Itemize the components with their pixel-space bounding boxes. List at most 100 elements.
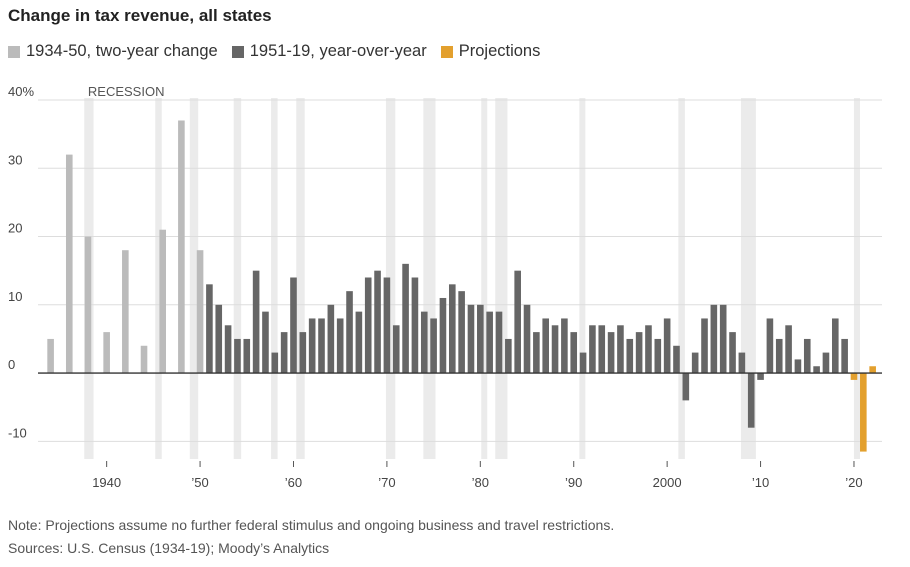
bar-1969 (374, 270, 381, 374)
bar-2014 (794, 359, 802, 374)
bar-2013 (785, 325, 792, 374)
bar-2016 (813, 366, 820, 374)
x-tick-label: 2000 (653, 475, 682, 490)
recession-band (189, 98, 199, 459)
bar-1994 (607, 332, 615, 374)
bar-1948 (178, 120, 185, 374)
y-tick-label: 0 (8, 357, 15, 372)
bar-2012 (775, 338, 783, 374)
recession-band (271, 98, 278, 459)
recession-band (853, 98, 860, 459)
bar-2011 (766, 318, 774, 374)
bar-1955 (243, 338, 251, 374)
bar-1980 (477, 304, 484, 374)
bar-1983 (505, 338, 512, 374)
bar-2010 (757, 373, 764, 380)
legend-item-two-year: 1934-50, two-year change (8, 42, 218, 61)
bar-1971 (392, 325, 400, 374)
bar-1959 (280, 332, 288, 374)
recession-band (423, 98, 436, 459)
x-tick-label: ’10 (752, 475, 769, 490)
bar-1991 (579, 352, 587, 374)
recession-band (385, 98, 396, 459)
bar-2007 (729, 332, 736, 374)
legend-item-year-over-year: 1951-19, year-over-year (231, 42, 427, 61)
recession-label: RECESSION (88, 84, 165, 99)
bar-2021-projection (860, 373, 867, 452)
bar-1984 (514, 270, 521, 374)
bar-1977 (448, 284, 456, 374)
bar-1998 (645, 325, 652, 374)
bar-1934 (47, 338, 54, 374)
bar-2018 (831, 318, 839, 374)
bar-1996 (626, 338, 634, 374)
bar-1938 (84, 236, 92, 374)
legend-item-projections: Projections (440, 42, 541, 61)
bar-1993 (598, 325, 606, 374)
bar-2002 (682, 373, 690, 401)
bar-1981 (486, 311, 493, 374)
recession-band (296, 98, 305, 459)
bar-1967 (355, 311, 363, 374)
bar-1953 (224, 325, 232, 374)
bar-1956 (252, 270, 260, 374)
bar-1946 (159, 229, 167, 374)
y-tick-label: -10 (8, 425, 27, 440)
bar-1942 (122, 250, 129, 374)
bar-2005 (710, 304, 718, 374)
bar-1958 (271, 352, 279, 374)
bar-2003 (691, 352, 699, 374)
y-tick-label: 10 (8, 289, 22, 304)
bar-1951 (206, 284, 213, 374)
bar-1962 (308, 318, 316, 374)
bar-1970 (383, 277, 391, 374)
bar-2000 (663, 318, 671, 374)
bar-2017 (822, 352, 830, 374)
footnote: Note: Projections assume no further fede… (8, 517, 615, 533)
bar-2004 (701, 318, 708, 374)
y-tick-label: 20 (8, 221, 22, 236)
x-tick-label: ’70 (378, 475, 395, 490)
legend-label-two-year: 1934-50, two-year change (26, 42, 218, 60)
bar-1936 (65, 154, 73, 374)
legend-label-projections: Projections (458, 42, 541, 60)
bar-1978 (458, 291, 465, 374)
bar-2008 (738, 352, 746, 374)
bar-2015 (803, 338, 811, 374)
recession-band (155, 98, 162, 459)
recession-band (678, 98, 685, 459)
bar-1987 (542, 318, 550, 374)
recession-band (233, 98, 242, 459)
x-tick-label: ’90 (565, 475, 582, 490)
bar-chart: RECESSION 40% 30 20 10 0 -10 1940 ’50 ’60 ’70 ’80 ’9… (8, 84, 882, 490)
bar-1968 (364, 277, 372, 374)
y-tick-label: 30 (8, 152, 22, 167)
x-tick-label: ’60 (285, 475, 302, 490)
legend-swatch-year-over-year (231, 45, 244, 58)
bar-1989 (561, 318, 568, 374)
bar-1982 (495, 311, 503, 374)
bar-1954 (234, 338, 241, 374)
recession-band (481, 98, 488, 459)
bar-1963 (318, 318, 325, 374)
bar-1950 (196, 250, 204, 374)
bar-1966 (346, 291, 353, 374)
bar-1974 (420, 311, 428, 374)
bar-1944 (140, 345, 148, 374)
recession-band (579, 98, 586, 459)
bar-1961 (299, 332, 307, 374)
legend: 1934-50, two-year change 1951-19, year-o… (8, 42, 540, 61)
bar-1972 (402, 263, 409, 374)
bar-1940 (103, 332, 110, 374)
bar-1973 (411, 277, 419, 374)
chart-title: Change in tax revenue, all states (8, 6, 272, 25)
bar-2020-projection (850, 373, 858, 380)
bar-1960 (290, 277, 297, 374)
y-tick-label: 40% (8, 84, 34, 99)
bar-1964 (327, 304, 335, 374)
bar-1992 (589, 325, 596, 374)
bar-1988 (551, 325, 559, 374)
bar-1990 (570, 332, 578, 374)
bar-1957 (262, 311, 269, 374)
bar-1995 (617, 325, 624, 374)
